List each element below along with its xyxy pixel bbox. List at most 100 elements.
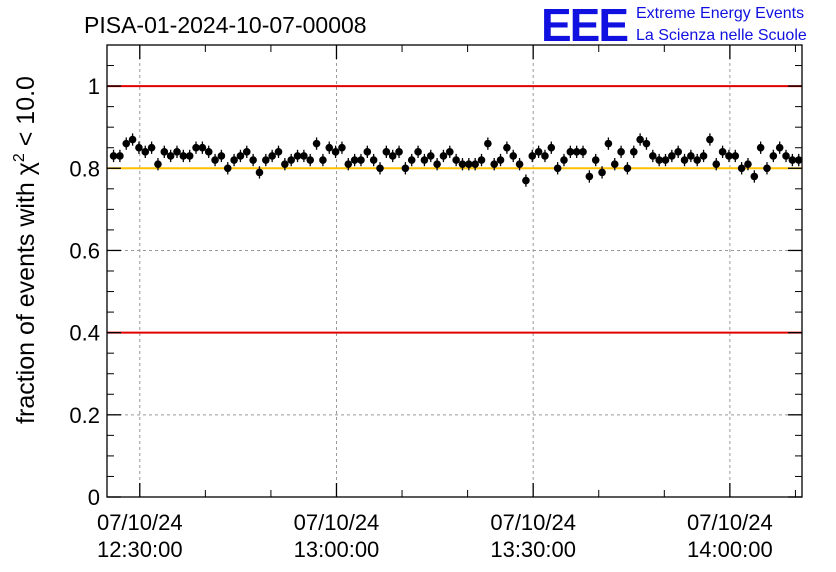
point-marker <box>242 148 251 156</box>
point-marker <box>230 156 238 164</box>
x-tick-label-time: 14:00:00 <box>687 537 773 562</box>
data-point <box>737 162 746 175</box>
data-point <box>731 149 740 163</box>
point-marker <box>369 156 378 164</box>
point-marker <box>585 172 594 181</box>
data-point <box>471 158 479 171</box>
point-marker <box>623 164 632 173</box>
x-tick-label-time: 13:30:00 <box>490 537 576 562</box>
point-marker <box>395 148 403 156</box>
data-point <box>255 166 264 179</box>
data-point <box>680 153 689 167</box>
data-point <box>433 158 441 171</box>
data-point <box>160 145 169 158</box>
data-point <box>312 137 321 150</box>
point-marker <box>629 148 638 156</box>
data-point <box>744 158 752 171</box>
point-marker <box>699 152 708 160</box>
data-point <box>426 149 435 163</box>
data-point <box>185 149 194 163</box>
data-point <box>579 145 587 158</box>
point-marker <box>680 156 689 164</box>
data-point <box>147 141 156 154</box>
data-point <box>763 162 771 175</box>
point-marker <box>306 156 315 164</box>
data-point <box>116 149 124 163</box>
point-marker <box>287 156 295 164</box>
point-marker <box>445 148 454 156</box>
data-point <box>604 137 613 150</box>
data-point <box>338 141 346 154</box>
data-point <box>407 153 416 167</box>
data-point <box>617 145 625 158</box>
data-point <box>693 153 702 167</box>
y-tick-label: 1 <box>88 74 100 99</box>
point-marker <box>236 152 245 160</box>
point-marker <box>477 156 486 164</box>
point-marker <box>262 156 270 164</box>
point-marker <box>731 152 740 160</box>
point-marker <box>484 139 492 148</box>
point-marker <box>268 152 276 160</box>
point-marker <box>249 156 257 164</box>
data-point <box>610 158 619 171</box>
data-point <box>484 137 492 150</box>
data-point <box>204 145 213 158</box>
point-marker <box>160 148 169 156</box>
data-point <box>636 133 644 146</box>
data-point <box>668 149 676 163</box>
data-point <box>395 145 403 158</box>
point-marker <box>255 168 264 177</box>
point-marker <box>636 135 644 144</box>
x-tick-label-date: 07/10/24 <box>687 510 773 535</box>
data-point <box>306 153 315 167</box>
point-marker <box>414 148 422 156</box>
data-point <box>528 149 537 163</box>
data-point <box>109 149 118 163</box>
point-marker <box>566 148 575 156</box>
data-point <box>242 145 251 158</box>
point-marker <box>674 148 682 156</box>
point-marker <box>522 176 530 185</box>
data-point <box>465 158 473 171</box>
data-point <box>623 162 632 175</box>
data-point <box>706 133 714 146</box>
point-marker <box>179 152 188 160</box>
point-marker <box>173 148 181 156</box>
point-marker <box>401 164 410 173</box>
data-point <box>376 162 384 175</box>
y-tick-label: 0 <box>88 485 100 510</box>
point-marker <box>775 143 784 152</box>
point-marker <box>141 148 150 156</box>
data-point <box>560 153 568 167</box>
data-point <box>198 141 207 154</box>
point-marker <box>553 164 562 173</box>
data-point <box>331 145 340 158</box>
point-marker <box>325 143 334 152</box>
point-marker <box>376 164 384 173</box>
point-marker <box>344 160 353 168</box>
point-marker <box>382 148 391 156</box>
data-point <box>547 141 556 154</box>
point-marker <box>763 164 771 173</box>
data-point <box>230 153 238 167</box>
point-marker <box>591 156 600 164</box>
point-marker <box>490 160 499 168</box>
data-point <box>591 153 600 167</box>
data-point <box>319 153 327 167</box>
y-axis-label: fraction of events with χ2 < 10.0 <box>11 76 40 424</box>
point-marker <box>300 152 308 160</box>
point-marker <box>458 160 467 168</box>
data-point <box>268 149 276 163</box>
point-marker <box>756 143 765 152</box>
data-point <box>629 145 638 158</box>
point-marker <box>433 160 441 168</box>
point-marker <box>718 148 727 156</box>
point-marker <box>192 143 200 152</box>
point-marker <box>439 152 448 160</box>
data-point <box>718 145 727 158</box>
data-point <box>414 145 422 158</box>
data-point <box>750 170 759 183</box>
y-tick-label: 0.4 <box>69 321 100 346</box>
